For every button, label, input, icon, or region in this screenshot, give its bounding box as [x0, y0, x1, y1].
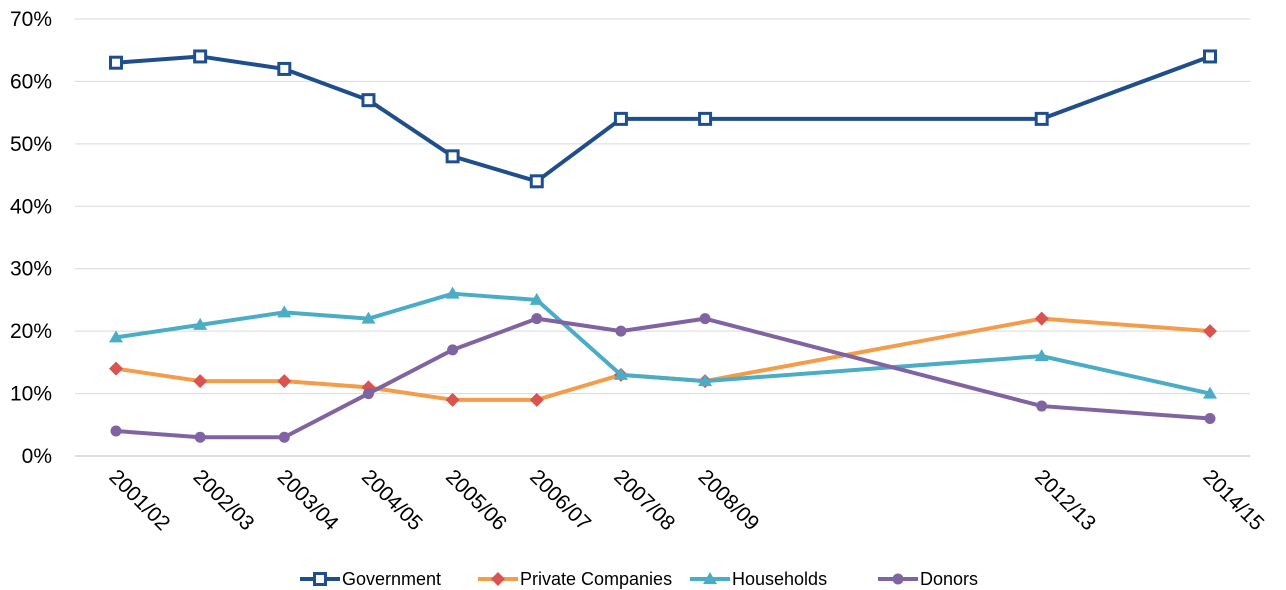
series-government — [109, 49, 1217, 189]
x-tick-label: 2014/15 — [1198, 465, 1268, 535]
data-point-private-companies — [193, 374, 208, 389]
series-donors — [110, 313, 1216, 443]
x-tick-label: 2012/13 — [1030, 465, 1100, 535]
data-point-government — [109, 55, 123, 70]
data-point-households — [109, 330, 123, 343]
data-point-private-companies — [1034, 311, 1049, 326]
data-point-households — [277, 305, 292, 318]
data-point-households — [698, 374, 713, 387]
data-point-donors — [699, 313, 711, 325]
data-point-government — [613, 111, 628, 126]
legend-swatch-marker — [892, 573, 904, 585]
legend-item-households: Households — [690, 569, 827, 589]
y-tick-label: 70% — [10, 8, 52, 31]
legend-label: Donors — [920, 569, 978, 589]
gridlines — [75, 18, 1250, 457]
data-point-donors — [1036, 400, 1048, 412]
data-point-government — [193, 49, 208, 64]
series-line-donors — [114, 316, 1212, 440]
data-point-donors — [1204, 413, 1216, 425]
series-private-companies — [109, 311, 1217, 407]
data-point-households — [529, 292, 544, 305]
series-line-government — [114, 54, 1212, 184]
data-point-government — [1203, 49, 1217, 64]
series-line-households — [114, 291, 1212, 396]
x-tick-label: 2007/08 — [609, 465, 679, 535]
legend-swatch-marker — [491, 572, 505, 586]
x-tick-label: 2006/07 — [525, 465, 595, 535]
data-point-donors — [194, 431, 206, 443]
data-point-households — [193, 317, 208, 330]
x-tick-label: 2002/03 — [189, 465, 259, 535]
x-tick-label: 2005/06 — [441, 465, 511, 535]
legend-label: Private Companies — [520, 569, 672, 589]
data-point-government — [1034, 111, 1049, 126]
series-households — [109, 286, 1217, 399]
data-point-government — [445, 149, 460, 164]
data-point-government — [277, 61, 292, 76]
y-tick-label: 0% — [22, 445, 52, 468]
series-group — [109, 49, 1217, 443]
legend-label: Government — [342, 569, 441, 589]
data-point-private-companies — [277, 374, 292, 389]
legend-item-government: Government — [300, 569, 441, 589]
y-tick-label: 60% — [10, 70, 52, 93]
data-point-donors — [110, 425, 122, 437]
x-tick-label: 2004/05 — [357, 465, 427, 535]
data-point-donors — [278, 431, 290, 443]
data-point-households — [1203, 386, 1217, 399]
x-axis-ticks: 2001/02 2002/03 2003/04 2004/05 2005/06 2006/… — [104, 465, 1268, 535]
data-point-donors — [615, 325, 627, 337]
data-point-private-companies — [109, 361, 123, 376]
data-point-private-companies — [1203, 324, 1217, 339]
legend-item-donors: Donors — [878, 569, 978, 589]
y-tick-label: 50% — [10, 133, 52, 156]
legend: Government Private Companies Households Don… — [300, 569, 978, 589]
x-tick-label: 2001/02 — [104, 465, 174, 535]
legend-item-private-companies: Private Companies — [478, 569, 672, 589]
data-point-households — [361, 311, 376, 324]
y-tick-label: 20% — [10, 320, 52, 343]
y-tick-label: 30% — [10, 258, 52, 281]
y-tick-label: 10% — [10, 383, 52, 406]
data-point-government — [361, 93, 376, 108]
x-tick-label: 2003/04 — [273, 465, 343, 535]
data-point-households — [445, 286, 460, 299]
legend-swatch-marker — [313, 572, 327, 586]
y-axis-ticks: 0% 10% 20% 30% 40% 50% 60% 70% — [10, 8, 52, 468]
x-tick-label: 2008/09 — [694, 465, 764, 535]
data-point-government — [698, 111, 713, 126]
data-point-donors — [447, 344, 459, 356]
y-tick-label: 40% — [10, 195, 52, 218]
data-point-households — [1034, 349, 1049, 362]
series-line-private-companies — [114, 316, 1212, 402]
data-point-private-companies — [445, 392, 460, 407]
legend-label: Households — [732, 569, 827, 589]
data-point-donors — [362, 388, 374, 400]
legend-swatch-marker — [703, 572, 717, 584]
data-point-private-companies — [529, 392, 544, 407]
data-point-donors — [531, 313, 543, 325]
data-point-households — [613, 367, 628, 380]
data-point-government — [529, 174, 544, 189]
